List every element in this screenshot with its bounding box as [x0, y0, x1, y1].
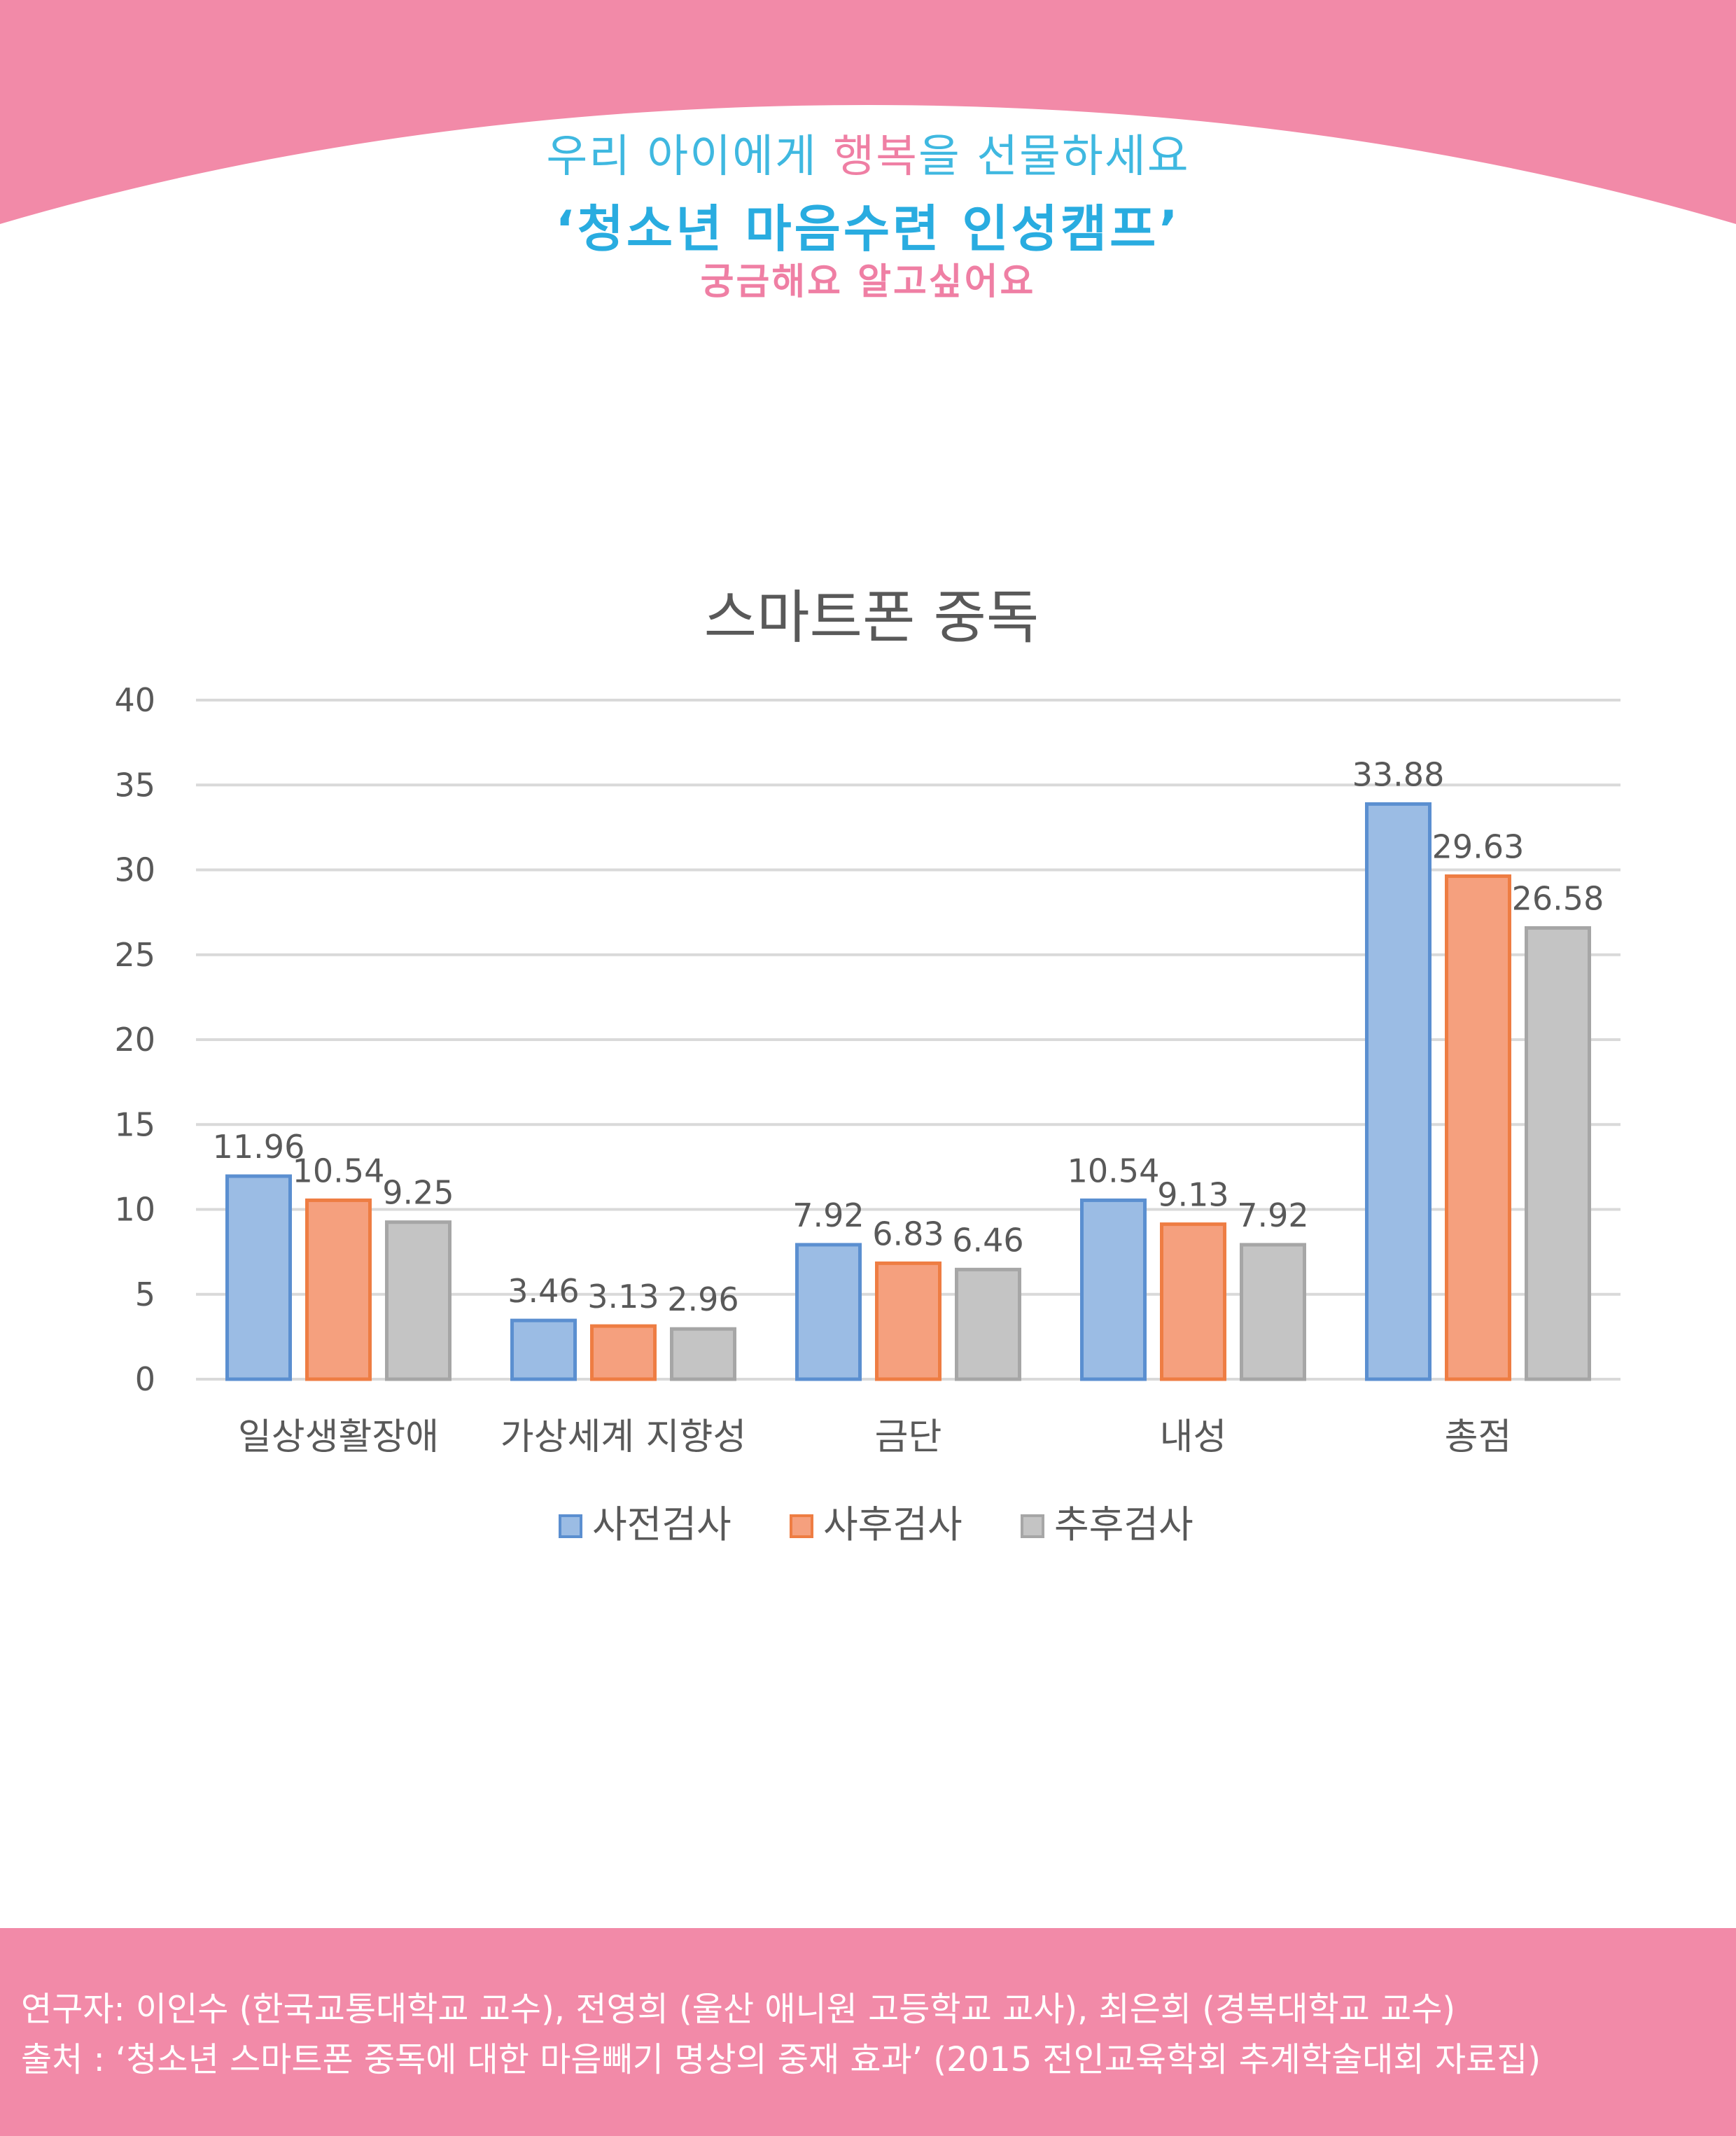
tagline: 우리 아이에게 행복을 선물하세요 — [0, 120, 1736, 185]
legend-swatch — [790, 1514, 813, 1538]
data-label: 26.58 — [1512, 879, 1604, 917]
data-label: 10.54 — [1068, 1152, 1160, 1189]
bar — [1525, 926, 1591, 1381]
bar — [1160, 1222, 1226, 1381]
bar — [875, 1261, 941, 1381]
data-label: 33.88 — [1352, 755, 1445, 793]
bars — [225, 802, 1591, 1381]
data-label: 29.63 — [1432, 828, 1525, 865]
data-label: 10.54 — [293, 1152, 385, 1189]
y-tick-label: 30 — [114, 851, 155, 889]
x-category-label: 금단 — [875, 1416, 942, 1458]
bar — [1240, 1243, 1306, 1381]
data-label: 11.96 — [213, 1128, 305, 1166]
data-label: 9.13 — [1157, 1176, 1228, 1214]
y-tick-label: 40 — [114, 681, 155, 719]
legend: 사전검사 사후검사 추후검사 — [559, 1502, 1194, 1547]
y-tick-label: 35 — [114, 766, 155, 804]
bar — [385, 1220, 451, 1381]
data-label: 6.46 — [952, 1221, 1023, 1259]
x-axis-categories: 일상생활장애 가상세계 지향성 금단 내성 총점 — [238, 1416, 1511, 1458]
bar — [1080, 1198, 1147, 1381]
x-category-label: 일상생활장애 — [238, 1416, 439, 1458]
footer-credits: 연구자: 이인수 (한국교통대학교 교수), 전영희 (울산 애니원 고등학교 … — [0, 1928, 1736, 2136]
tagline-start: 우리 아이에게 — [546, 131, 834, 183]
bar — [1445, 874, 1511, 1381]
data-label: 3.46 — [507, 1272, 579, 1310]
x-category-label: 가상세계 지향성 — [500, 1416, 746, 1458]
source-citation: 출처 : ‘청소년 스마트폰 중독에 대한 마음빼기 명상의 중재 효과’ (2… — [21, 2040, 1541, 2079]
tagline-accent: 행복 — [833, 131, 919, 183]
data-label: 3.13 — [587, 1278, 659, 1315]
camp-title: ‘청소년 마음수련 인성캠프’ — [555, 200, 1181, 258]
y-tick-label: 5 — [135, 1276, 155, 1313]
header-banner — [0, 0, 1736, 224]
chart-title: 스마트폰 중독 — [704, 585, 1040, 651]
legend-label: 추후검사 — [1054, 1502, 1194, 1547]
y-tick-label: 0 — [135, 1360, 155, 1398]
bar — [955, 1267, 1021, 1381]
legend-label: 사후검사 — [823, 1502, 962, 1547]
bar — [795, 1243, 862, 1381]
legend-swatch — [559, 1514, 582, 1538]
bar — [305, 1198, 372, 1381]
data-label: 7.92 — [792, 1196, 864, 1234]
data-label: 6.83 — [872, 1215, 944, 1252]
data-label: 7.92 — [1237, 1196, 1308, 1234]
legend-label: 사전검사 — [592, 1502, 732, 1547]
data-label: 2.96 — [667, 1280, 738, 1318]
bar — [510, 1318, 577, 1381]
y-axis-ticks: 0 5 10 15 20 25 30 35 40 — [114, 681, 155, 1398]
y-tick-label: 15 — [114, 1105, 155, 1143]
bar — [1365, 802, 1432, 1381]
y-tick-label: 10 — [114, 1191, 155, 1229]
y-tick-label: 20 — [114, 1021, 155, 1059]
bar — [225, 1174, 292, 1381]
legend-swatch — [1021, 1514, 1044, 1538]
bar — [590, 1324, 657, 1381]
x-category-label: 총점 — [1445, 1416, 1512, 1458]
y-tick-label: 25 — [114, 936, 155, 974]
x-category-label: 내성 — [1160, 1416, 1227, 1458]
tagline-end: 을 선물하세요 — [918, 131, 1190, 183]
bar — [670, 1327, 736, 1381]
researchers-credit: 연구자: 이인수 (한국교통대학교 교수), 전영희 (울산 애니원 고등학교 … — [21, 1990, 1456, 2029]
subheading: 궁금해요 알고싶어요 — [700, 261, 1036, 303]
data-label: 9.25 — [382, 1174, 454, 1212]
